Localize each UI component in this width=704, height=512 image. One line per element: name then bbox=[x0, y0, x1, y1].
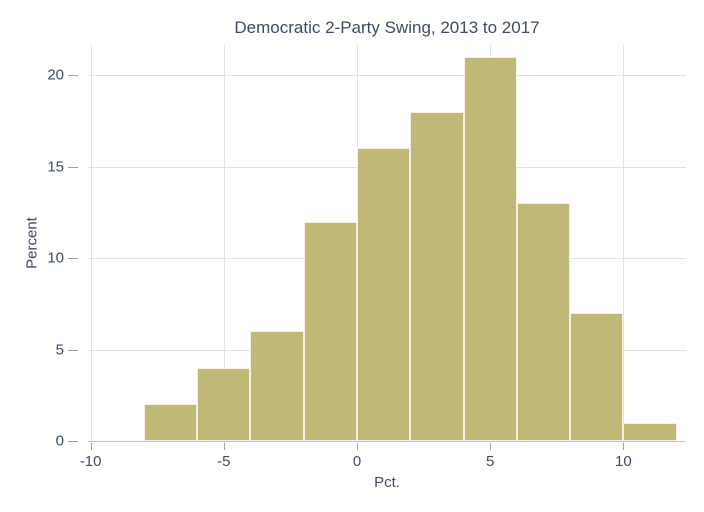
y-tick-label: 15 bbox=[47, 158, 64, 176]
y-tick bbox=[68, 258, 78, 260]
plot-area: -10 -5 0 5 10 0 5 10 15 20 bbox=[47, 45, 686, 470]
histogram-bar bbox=[197, 367, 251, 441]
gridline-vertical bbox=[623, 45, 625, 441]
y-axis-label: Percent bbox=[23, 217, 41, 269]
gridline-vertical bbox=[223, 45, 225, 441]
x-tick-label: -10 bbox=[79, 453, 102, 470]
y-tick-label: 5 bbox=[55, 341, 64, 359]
x-tick-label: -5 bbox=[217, 453, 231, 470]
histogram-bar bbox=[357, 148, 411, 441]
x-tick-label: 10 bbox=[615, 453, 632, 470]
y-tick bbox=[68, 349, 78, 351]
histogram-bar bbox=[303, 221, 358, 441]
x-tick bbox=[223, 443, 225, 450]
x-tick-label: 5 bbox=[486, 453, 495, 470]
histogram-bar bbox=[410, 111, 464, 441]
y-tick-label: 0 bbox=[55, 432, 64, 450]
histogram-bar bbox=[143, 404, 198, 441]
gridline-vertical bbox=[90, 45, 92, 441]
x-axis-label: Pct. bbox=[374, 474, 400, 491]
gridline-horizontal bbox=[88, 75, 686, 77]
x-tick bbox=[490, 443, 492, 450]
chart-title: Democratic 2-Party Swing, 2013 to 2017 bbox=[234, 18, 540, 37]
histogram-bar bbox=[463, 56, 517, 441]
x-tick bbox=[90, 443, 92, 450]
histogram-bar bbox=[570, 312, 624, 441]
y-tick bbox=[68, 441, 78, 442]
y-tick bbox=[68, 166, 78, 168]
histogram-bar bbox=[250, 331, 304, 441]
y-tick-label: 10 bbox=[47, 249, 64, 267]
y-tick bbox=[68, 75, 78, 77]
x-tick bbox=[357, 443, 359, 450]
histogram-bar bbox=[516, 203, 571, 441]
x-tick-label: 0 bbox=[352, 453, 362, 470]
histogram-bar bbox=[623, 422, 677, 441]
x-tick bbox=[623, 443, 625, 450]
y-tick-label: 20 bbox=[47, 66, 64, 84]
